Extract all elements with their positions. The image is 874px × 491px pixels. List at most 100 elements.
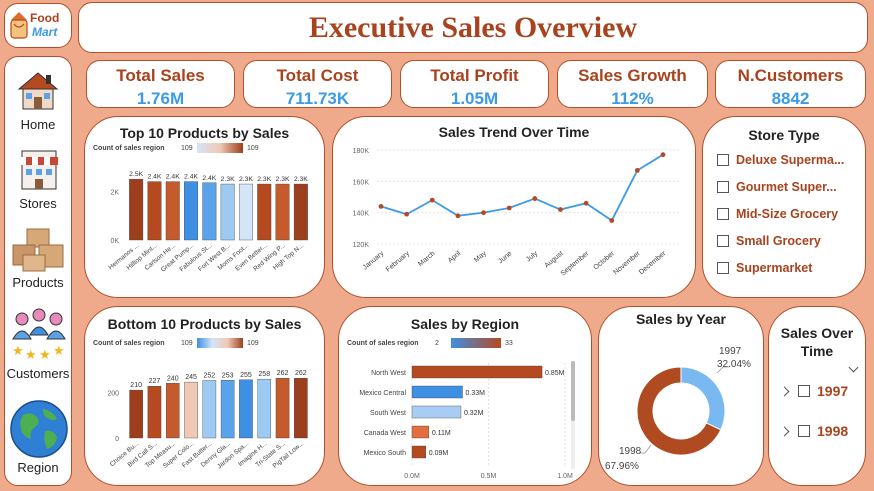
- chevron-down-icon[interactable]: [848, 362, 859, 373]
- leader-line: [716, 366, 729, 374]
- store-type-option[interactable]: Mid-Size Grocery: [717, 206, 838, 222]
- nav-item-stores[interactable]: Stores: [5, 147, 71, 213]
- bar[interactable]: [165, 181, 180, 241]
- nav-item-region[interactable]: Region: [5, 399, 71, 475]
- bar[interactable]: [293, 183, 308, 241]
- bar[interactable]: [411, 405, 462, 419]
- bar[interactable]: [147, 181, 162, 241]
- store-type-title: Store Type: [748, 127, 820, 143]
- data-label: 2.4K: [166, 174, 180, 181]
- store-type-option[interactable]: Small Grocery: [717, 233, 821, 249]
- boxes-icon: [12, 228, 64, 272]
- data-point[interactable]: [506, 205, 512, 211]
- data-label: 252: [204, 373, 216, 380]
- svg-text:★: ★: [39, 347, 51, 361]
- y-tick-label: 0K: [110, 238, 119, 245]
- checkbox[interactable]: [717, 181, 729, 193]
- year-option-1997[interactable]: 1997: [779, 383, 848, 399]
- data-label: 0.32M: [464, 410, 484, 417]
- data-point[interactable]: [481, 210, 486, 216]
- checkbox[interactable]: [717, 154, 729, 166]
- data-point[interactable]: [378, 204, 384, 209]
- store-type-option[interactable]: Deluxe Superma...: [717, 152, 844, 168]
- bar[interactable]: [129, 178, 144, 241]
- bar[interactable]: [202, 380, 217, 439]
- bar[interactable]: [165, 383, 180, 439]
- sales-trend-chart: 120K 140K 160K 180K January February March Apri…: [353, 148, 679, 278]
- bar[interactable]: [239, 379, 253, 439]
- y-tick-label: 200: [107, 390, 119, 397]
- bar[interactable]: [220, 380, 235, 439]
- trend-line: [380, 153, 664, 222]
- data-label: 258: [258, 371, 270, 378]
- svg-text:★: ★: [12, 343, 24, 358]
- nav-item-customers[interactable]: ★ ★ ★ ★ Customers: [5, 307, 71, 381]
- data-point[interactable]: [429, 197, 435, 203]
- data-point[interactable]: [660, 152, 666, 158]
- bar[interactable]: [238, 183, 253, 241]
- data-point[interactable]: [609, 218, 615, 223]
- bar[interactable]: [129, 389, 143, 439]
- data-label: 2.4K: [147, 174, 161, 181]
- bar[interactable]: [257, 183, 272, 241]
- kpi-value: 1.05M: [450, 89, 499, 108]
- bar[interactable]: [257, 378, 272, 439]
- data-point[interactable]: [558, 207, 563, 212]
- checkbox[interactable]: [798, 385, 810, 397]
- store-type-option[interactable]: Supermarket: [717, 260, 812, 276]
- legend-label: Count of sales region: [93, 340, 165, 347]
- bar[interactable]: [220, 183, 235, 241]
- y-tick-label: Mexico Central: [359, 390, 406, 397]
- donut-slice[interactable]: [636, 366, 722, 456]
- bar[interactable]: [202, 182, 217, 241]
- bar[interactable]: [411, 365, 543, 379]
- bar[interactable]: [147, 386, 162, 439]
- donut-slice[interactable]: [680, 366, 726, 431]
- checkbox[interactable]: [717, 208, 729, 220]
- nav-item-products[interactable]: Products: [5, 227, 71, 293]
- nav-item-home[interactable]: Home: [5, 69, 71, 135]
- x-tick-label: March: [417, 250, 436, 268]
- chevron-down-icon[interactable]: [779, 426, 790, 436]
- bar[interactable]: [275, 378, 290, 439]
- kpi-card-total-sales: Total Sales 1.76M: [86, 60, 235, 108]
- bar[interactable]: [411, 385, 463, 399]
- y-tick-label: North West: [371, 370, 406, 377]
- checkbox[interactable]: [717, 235, 729, 247]
- bar[interactable]: [184, 181, 199, 241]
- data-point[interactable]: [634, 167, 640, 173]
- kpi-label: N.Customers: [737, 66, 844, 85]
- y-tick-label: 0: [115, 436, 119, 443]
- header-card: Executive Sales Overview: [78, 2, 868, 53]
- year-option-1998[interactable]: 1998: [779, 423, 848, 439]
- store-type-label: Deluxe Superma...: [736, 153, 845, 167]
- nav-label-products: Products: [12, 275, 64, 290]
- bar[interactable]: [294, 378, 308, 439]
- x-tick-label: November: [612, 250, 642, 277]
- checkbox[interactable]: [717, 262, 729, 274]
- sales-by-region-chart: Count of sales region 2 33 0.0M 0.5M 1.0M Nort…: [347, 338, 575, 480]
- y-tick-label: South West: [370, 410, 406, 417]
- nav-sidebar: Home Stores Products: [4, 56, 72, 486]
- store-type-option[interactable]: Gourmet Super...: [717, 179, 837, 195]
- data-point[interactable]: [532, 196, 538, 201]
- store-type-label: Gourmet Super...: [736, 180, 837, 194]
- kpi-label: Total Cost: [276, 66, 359, 85]
- store-type-card: Store Type Deluxe Superma... Gourmet Sup…: [702, 116, 866, 298]
- kpi-card-total-profit: Total Profit 1.05M: [400, 60, 549, 108]
- bar[interactable]: [411, 425, 430, 439]
- data-point[interactable]: [455, 213, 461, 219]
- checkbox[interactable]: [798, 425, 810, 437]
- legend-min: 109: [181, 145, 193, 152]
- chevron-down-icon[interactable]: [779, 386, 790, 396]
- data-label: 210: [130, 382, 142, 389]
- data-label: 2.5K: [129, 171, 143, 178]
- kpi-value: 1.76M: [136, 89, 185, 108]
- bar[interactable]: [275, 183, 290, 241]
- data-point[interactable]: [404, 211, 410, 217]
- x-tick-label: 0.0M: [404, 473, 420, 480]
- bar[interactable]: [184, 381, 198, 439]
- data-point[interactable]: [583, 200, 589, 206]
- bar[interactable]: [411, 445, 426, 459]
- scrollbar-thumb[interactable]: [571, 361, 575, 421]
